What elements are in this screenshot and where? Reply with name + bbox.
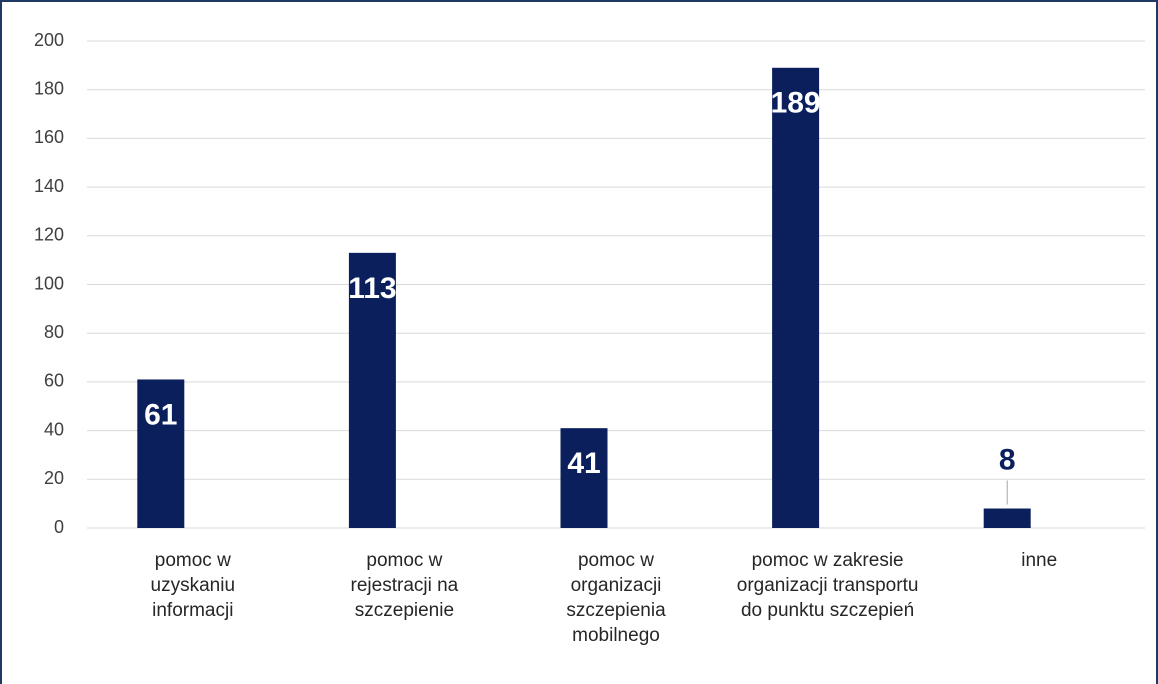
bar bbox=[137, 379, 185, 528]
y-tick-label: 120 bbox=[34, 225, 64, 245]
x-tick-label: inne bbox=[1021, 550, 1058, 571]
y-tick-label: 180 bbox=[34, 78, 64, 98]
x-tick-label: pomoc w rejestracji na szczepienie bbox=[350, 550, 459, 621]
y-tick-label: 80 bbox=[44, 322, 64, 342]
bar bbox=[983, 508, 1031, 528]
y-tick-label: 160 bbox=[34, 127, 64, 147]
data-label: 189 bbox=[771, 87, 821, 120]
bar bbox=[560, 428, 608, 528]
y-tick-label: 20 bbox=[44, 468, 64, 488]
y-tick-label: 60 bbox=[44, 371, 64, 391]
x-tick-label: pomoc w uzyskaniu informacji bbox=[150, 550, 236, 621]
data-label: 113 bbox=[348, 272, 396, 305]
data-label: 41 bbox=[567, 447, 600, 480]
y-tick-label: 40 bbox=[44, 419, 64, 439]
bar bbox=[348, 252, 396, 528]
x-tick-label: pomoc w zakresie organizacji transportu … bbox=[736, 550, 919, 621]
y-tick-label: 200 bbox=[34, 30, 64, 50]
data-label: 8 bbox=[999, 443, 1016, 476]
data-label: 61 bbox=[144, 398, 177, 431]
y-tick-label: 100 bbox=[34, 273, 64, 293]
y-tick-label: 0 bbox=[54, 517, 64, 537]
y-tick-label: 140 bbox=[34, 176, 64, 196]
x-tick-label: pomoc w organizacji szczepienia mobilneg… bbox=[566, 550, 666, 646]
bar bbox=[772, 67, 820, 528]
